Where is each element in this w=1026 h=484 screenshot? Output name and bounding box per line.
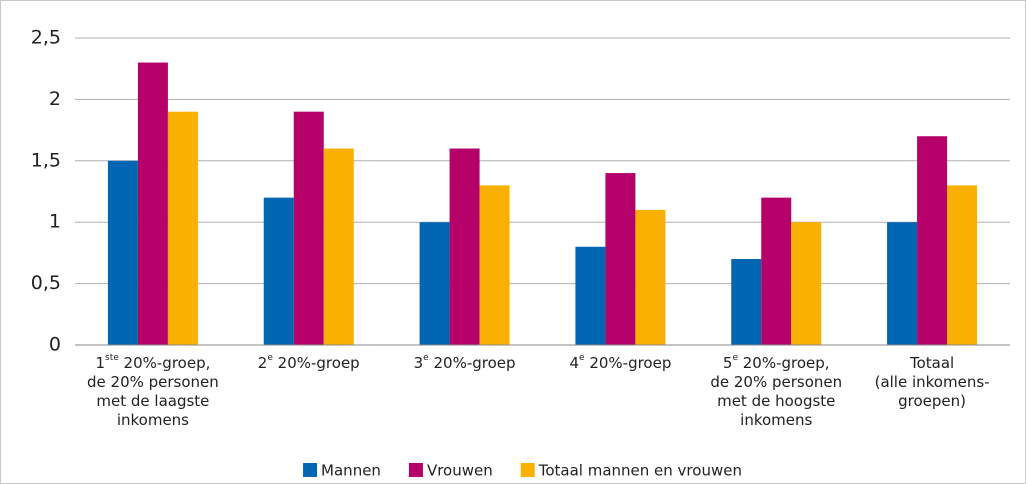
- x-tick-label: 5e 20%-groep, de 20% personen met de hoogs…: [710, 353, 842, 429]
- bar: [107, 160, 138, 345]
- bar: [917, 136, 948, 345]
- x-tick-line: 1ste 20%-groep,: [95, 353, 210, 372]
- bar: [293, 111, 324, 346]
- x-tick-line: 4e 20%-groep: [569, 353, 671, 372]
- x-tick-line: met de laagste: [96, 392, 209, 410]
- y-tick-label: 1,5: [31, 149, 61, 171]
- x-tick-line: groepen): [898, 392, 966, 410]
- y-tick-label: 0: [49, 334, 61, 356]
- bar: [761, 197, 792, 345]
- legend-label: Vrouwen: [427, 462, 493, 480]
- y-tick-label: 2,5: [31, 27, 61, 49]
- x-tick-label: 3e 20%-groep: [414, 353, 516, 372]
- bar: [137, 62, 168, 346]
- x-tick-line: de 20% personen: [87, 373, 219, 391]
- x-tick-label: 1ste 20%-groep, de 20% personen met de laa…: [87, 353, 219, 429]
- x-tick-label: 2e 20%-groep: [258, 353, 360, 372]
- bar: [323, 148, 354, 345]
- x-tick-line: inkomens: [117, 411, 189, 429]
- legend-swatch: [303, 463, 318, 477]
- x-tick-line: de 20% personen: [710, 373, 842, 391]
- x-tick-line: inkomens: [740, 411, 812, 429]
- x-tick-line: met de hoogste: [717, 392, 835, 410]
- x-tick-line: 2e 20%-groep: [258, 353, 360, 372]
- x-tick-label: 4e 20%-groep: [569, 353, 671, 372]
- x-tick-line: Totaal: [909, 354, 954, 372]
- bar: [263, 197, 294, 345]
- bar: [419, 222, 450, 345]
- bar: [791, 222, 822, 345]
- bar: [635, 209, 666, 345]
- bar: [449, 148, 480, 345]
- bar: [731, 259, 762, 345]
- bar: [479, 185, 510, 345]
- bar: [605, 173, 636, 345]
- bar: [947, 185, 978, 345]
- x-tick-line: 5e 20%-groep,: [723, 353, 830, 372]
- bar: [887, 222, 918, 345]
- legend-label: Mannen: [321, 462, 381, 480]
- x-tick-line: (alle inkomens-: [875, 373, 990, 391]
- bar: [575, 246, 606, 345]
- y-tick-label: 0,5: [31, 272, 61, 294]
- legend-label: Totaal mannen en vrouwen: [538, 462, 742, 480]
- legend: Mannen Vrouwen Totaal mannen en vrouwen: [303, 462, 742, 480]
- legend-swatch: [408, 463, 423, 477]
- x-tick-label: Totaal (alle inkomens-groepen): [875, 354, 990, 410]
- bar: [167, 111, 198, 346]
- x-tick-line: 3e 20%-groep: [414, 353, 516, 372]
- legend-swatch: [520, 463, 535, 477]
- y-tick-label: 1: [49, 211, 61, 233]
- y-tick-label: 2: [49, 88, 61, 110]
